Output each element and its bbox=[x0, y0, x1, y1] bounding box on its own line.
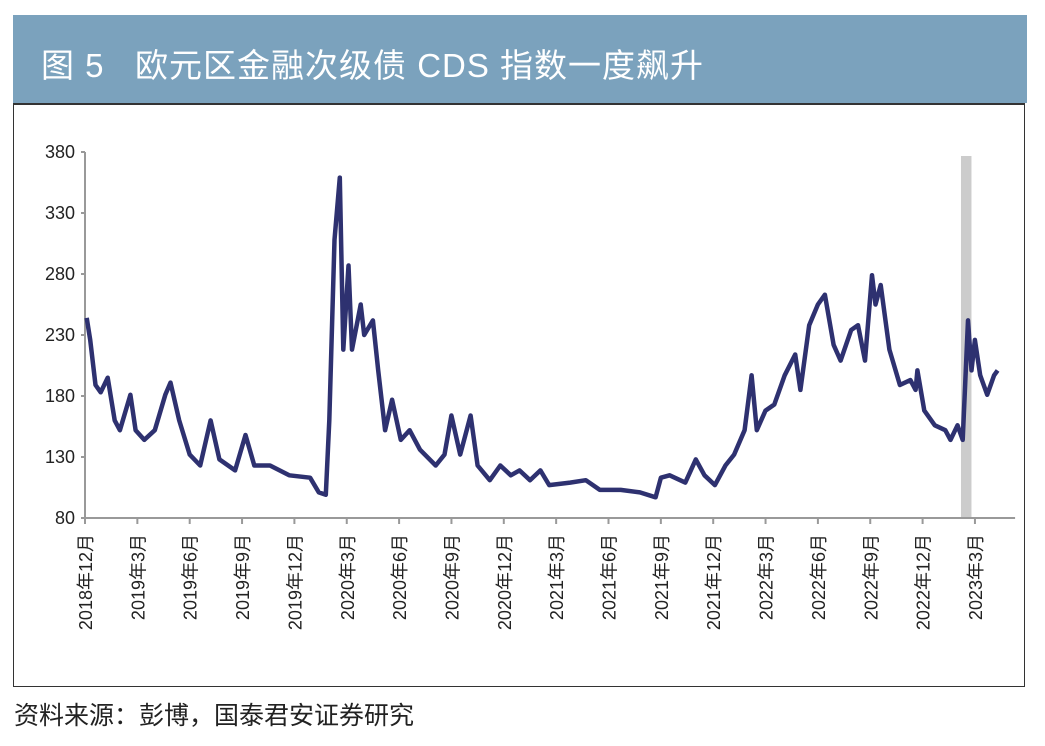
x-tick-label: 2023年3月 bbox=[966, 534, 986, 620]
y-tick-label: 130 bbox=[45, 447, 75, 467]
chart-frame bbox=[13, 103, 1025, 687]
x-tick-label: 2021年12月 bbox=[704, 534, 724, 630]
x-tick-label: 2020年12月 bbox=[495, 534, 515, 630]
x-tick-label: 2018年12月 bbox=[76, 534, 96, 630]
figure-header: 图 5 欧元区金融次级债 CDS 指数一度飙升 bbox=[13, 15, 1027, 103]
figure-title: 图 5 欧元区金融次级债 CDS 指数一度飙升 bbox=[41, 47, 705, 84]
x-tick-label: 2022年12月 bbox=[914, 534, 934, 630]
y-tick-label: 180 bbox=[45, 386, 75, 406]
x-tick-label: 2021年6月 bbox=[600, 534, 620, 620]
x-tick-label: 2021年9月 bbox=[652, 534, 672, 620]
x-tick-label: 2020年3月 bbox=[338, 534, 358, 620]
y-tick-label: 280 bbox=[45, 264, 75, 284]
x-tick-label: 2022年6月 bbox=[809, 534, 829, 620]
x-tick-label: 2019年3月 bbox=[128, 534, 148, 620]
source-note: 资料来源：彭博，国泰君安证券研究 bbox=[14, 702, 415, 730]
x-tick-label: 2019年9月 bbox=[233, 534, 253, 620]
x-tick-label: 2020年6月 bbox=[390, 534, 410, 620]
cds-index-line bbox=[84, 175, 1000, 500]
x-tick-label: 2019年6月 bbox=[181, 534, 201, 620]
y-tick-label: 380 bbox=[45, 142, 75, 162]
x-tick-label: 2021年3月 bbox=[547, 534, 567, 620]
y-tick-label: 330 bbox=[45, 203, 75, 223]
x-tick-label: 2022年9月 bbox=[861, 534, 881, 620]
x-tick-label: 2022年3月 bbox=[757, 534, 777, 620]
x-tick-label: 2020年9月 bbox=[442, 534, 462, 620]
y-tick-label: 80 bbox=[55, 508, 75, 528]
x-tick-label: 2019年12月 bbox=[285, 534, 305, 630]
y-tick-label: 230 bbox=[45, 325, 75, 345]
